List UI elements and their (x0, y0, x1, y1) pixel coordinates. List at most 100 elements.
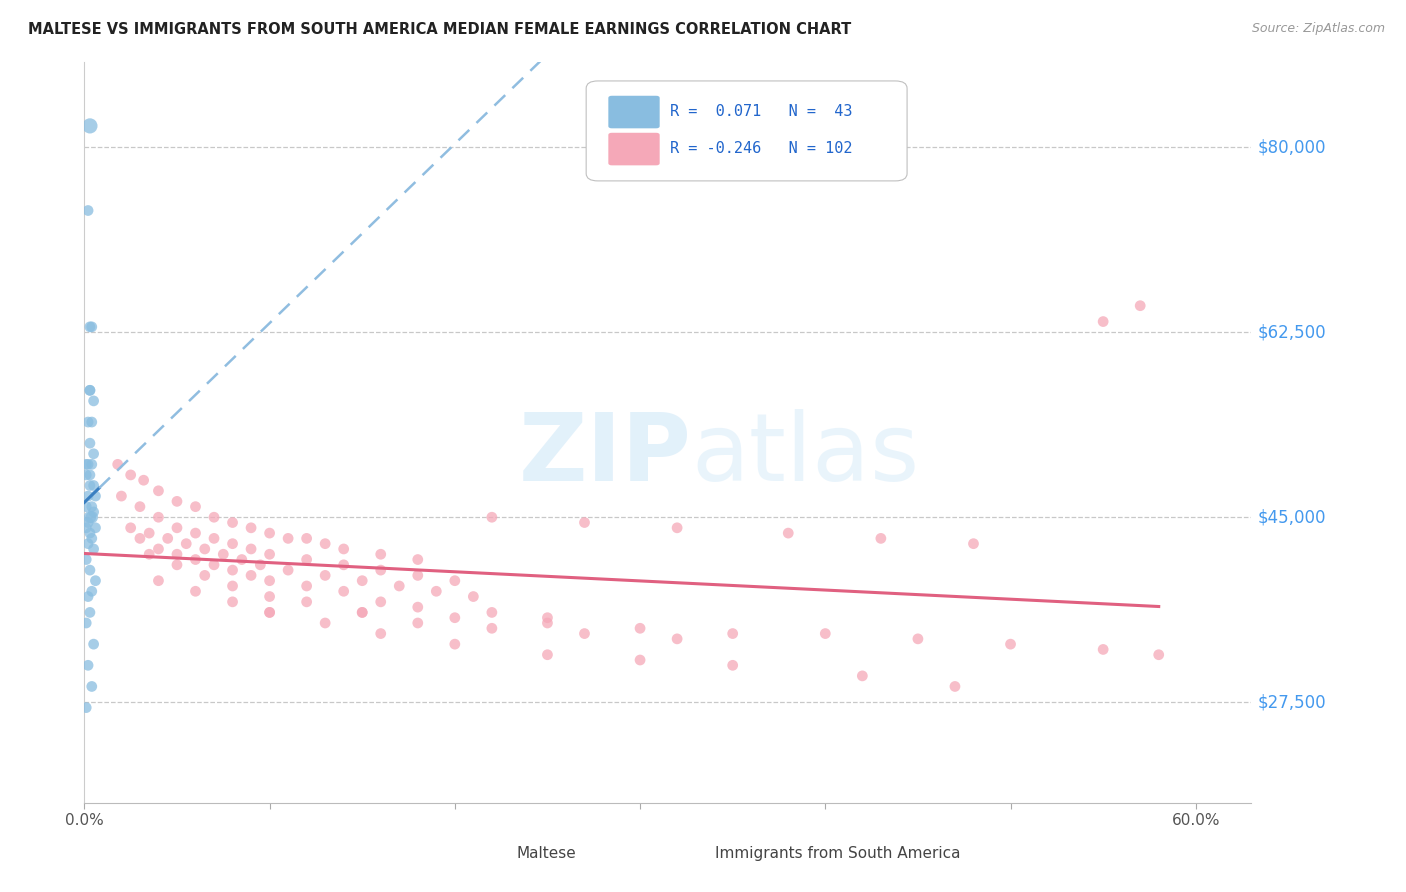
Point (79, 384, 101, 398)
Point (221, 595, 243, 609)
Text: R =  0.071   N =  43: R = 0.071 N = 43 (671, 103, 852, 119)
Point (406, 600, 429, 615)
Point (75, 615, 97, 630)
Point (536, 648, 558, 662)
Point (314, 568, 336, 582)
Point (332, 558, 354, 572)
Point (79, 384, 101, 398)
Point (84, 574, 107, 588)
Point (249, 558, 271, 572)
Point (184, 526, 207, 541)
Point (240, 521, 263, 535)
Point (79, 606, 101, 620)
Point (628, 621, 651, 635)
Point (184, 552, 207, 566)
Point (120, 521, 142, 535)
Point (166, 558, 188, 572)
Point (574, 626, 596, 640)
Point (148, 541, 170, 556)
Point (77, 203, 100, 218)
Point (80, 680, 103, 694)
Point (148, 483, 170, 498)
Point (80, 458, 103, 472)
Point (574, 516, 596, 530)
Point (370, 547, 392, 561)
Point (156, 532, 179, 546)
FancyBboxPatch shape (609, 95, 659, 128)
Point (721, 658, 744, 673)
Point (83, 541, 105, 556)
Point (221, 536, 243, 550)
Text: ZIP: ZIP (519, 409, 692, 500)
Point (295, 595, 318, 609)
Point (202, 558, 225, 572)
Point (231, 552, 253, 566)
Point (221, 563, 243, 577)
Point (80, 500, 103, 514)
Point (721, 626, 744, 640)
Point (1000, 637, 1022, 651)
Point (79, 319, 101, 334)
Point (194, 568, 217, 582)
Point (870, 532, 893, 546)
Point (166, 521, 188, 535)
Point (295, 552, 318, 566)
Point (79, 510, 101, 524)
Point (463, 590, 485, 604)
Text: Source: ZipAtlas.com: Source: ZipAtlas.com (1251, 22, 1385, 36)
FancyBboxPatch shape (609, 133, 659, 165)
Point (110, 489, 132, 503)
Point (1147, 648, 1170, 662)
Point (443, 611, 465, 625)
Point (83, 393, 105, 408)
Point (83, 447, 105, 461)
Point (851, 669, 873, 683)
Point (84, 521, 107, 535)
Point (120, 467, 142, 482)
Point (80, 319, 103, 334)
Point (943, 680, 966, 694)
Point (75, 458, 97, 472)
Point (77, 415, 100, 429)
Point (75, 521, 97, 535)
Point (259, 606, 281, 620)
Point (1092, 642, 1115, 657)
Point (79, 467, 101, 482)
Point (202, 510, 225, 524)
Point (406, 615, 429, 630)
Point (202, 532, 225, 546)
Point (138, 547, 160, 561)
Point (132, 473, 155, 487)
Point (79, 563, 101, 577)
Point (352, 606, 374, 620)
Text: Immigrants from South America: Immigrants from South America (714, 847, 960, 862)
Point (80, 415, 103, 429)
Point (148, 574, 170, 588)
Point (1129, 299, 1152, 313)
Point (75, 552, 97, 566)
Point (138, 526, 160, 541)
Point (75, 700, 97, 714)
FancyBboxPatch shape (586, 81, 907, 181)
Point (370, 563, 392, 577)
Point (259, 590, 281, 604)
Point (240, 541, 263, 556)
Point (75, 467, 97, 482)
Point (314, 615, 336, 630)
Text: $27,500: $27,500 (1257, 693, 1326, 711)
Text: $45,000: $45,000 (1257, 508, 1326, 526)
Point (481, 606, 503, 620)
Text: $80,000: $80,000 (1257, 138, 1326, 156)
Point (536, 611, 558, 625)
Point (425, 584, 447, 599)
Point (259, 547, 281, 561)
Point (370, 626, 392, 640)
Point (406, 568, 429, 582)
Point (129, 500, 152, 514)
Point (962, 536, 984, 550)
Point (77, 458, 100, 472)
Point (75, 500, 97, 514)
Text: atlas: atlas (692, 409, 920, 500)
Point (332, 541, 354, 556)
Point (79, 119, 101, 133)
